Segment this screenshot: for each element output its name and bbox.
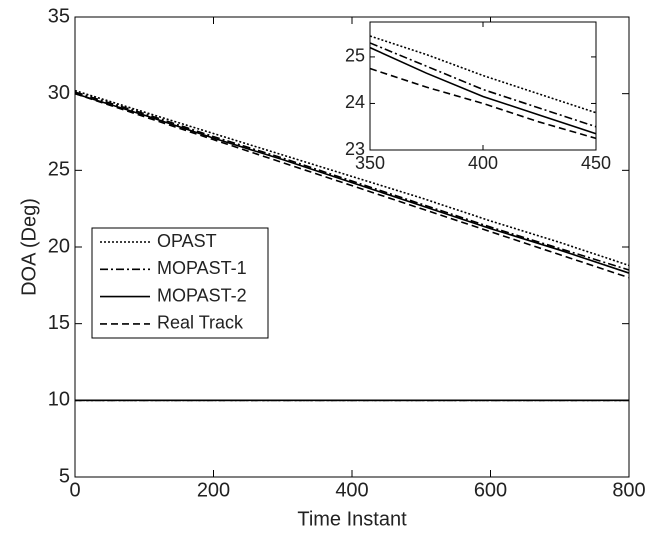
x-tick-label: 200	[197, 479, 230, 501]
y-tick-label: 15	[48, 312, 70, 334]
y-tick-label: 23	[345, 139, 365, 159]
legend-label: MOPAST-1	[157, 258, 247, 278]
legend-label: OPAST	[157, 231, 217, 251]
y-tick-label: 35	[48, 5, 70, 27]
plot-area	[369, 21, 597, 151]
y-tick-label: 5	[59, 465, 70, 487]
y-tick-label: 25	[48, 159, 70, 181]
y-tick-label: 24	[345, 92, 365, 112]
x-axis-label: Time Instant	[297, 508, 407, 530]
series-line	[74, 92, 630, 402]
legend-label: Real Track	[157, 313, 244, 333]
y-tick-label: 30	[48, 82, 70, 104]
x-tick-label: 800	[612, 479, 645, 501]
y-axis-label: DOA (Deg)	[18, 198, 40, 296]
x-tick-label: 400	[335, 479, 368, 501]
legend-box	[91, 227, 269, 339]
legend-label: MOPAST-2	[157, 285, 247, 305]
y-tick-label: 20	[48, 235, 70, 257]
series-line	[369, 46, 597, 135]
x-tick-label: 400	[468, 153, 498, 173]
y-tick-label: 10	[48, 389, 70, 411]
x-tick-label: 600	[474, 479, 507, 501]
legend: OPAST MOPAST-1 MOPAST-2 Real Track	[91, 227, 269, 339]
x-tick-label: 0	[69, 479, 80, 501]
x-tick-label: 450	[581, 153, 611, 173]
series-line	[369, 67, 597, 140]
y-tick-label: 25	[345, 46, 365, 66]
x-tick-label: 350	[355, 153, 385, 173]
